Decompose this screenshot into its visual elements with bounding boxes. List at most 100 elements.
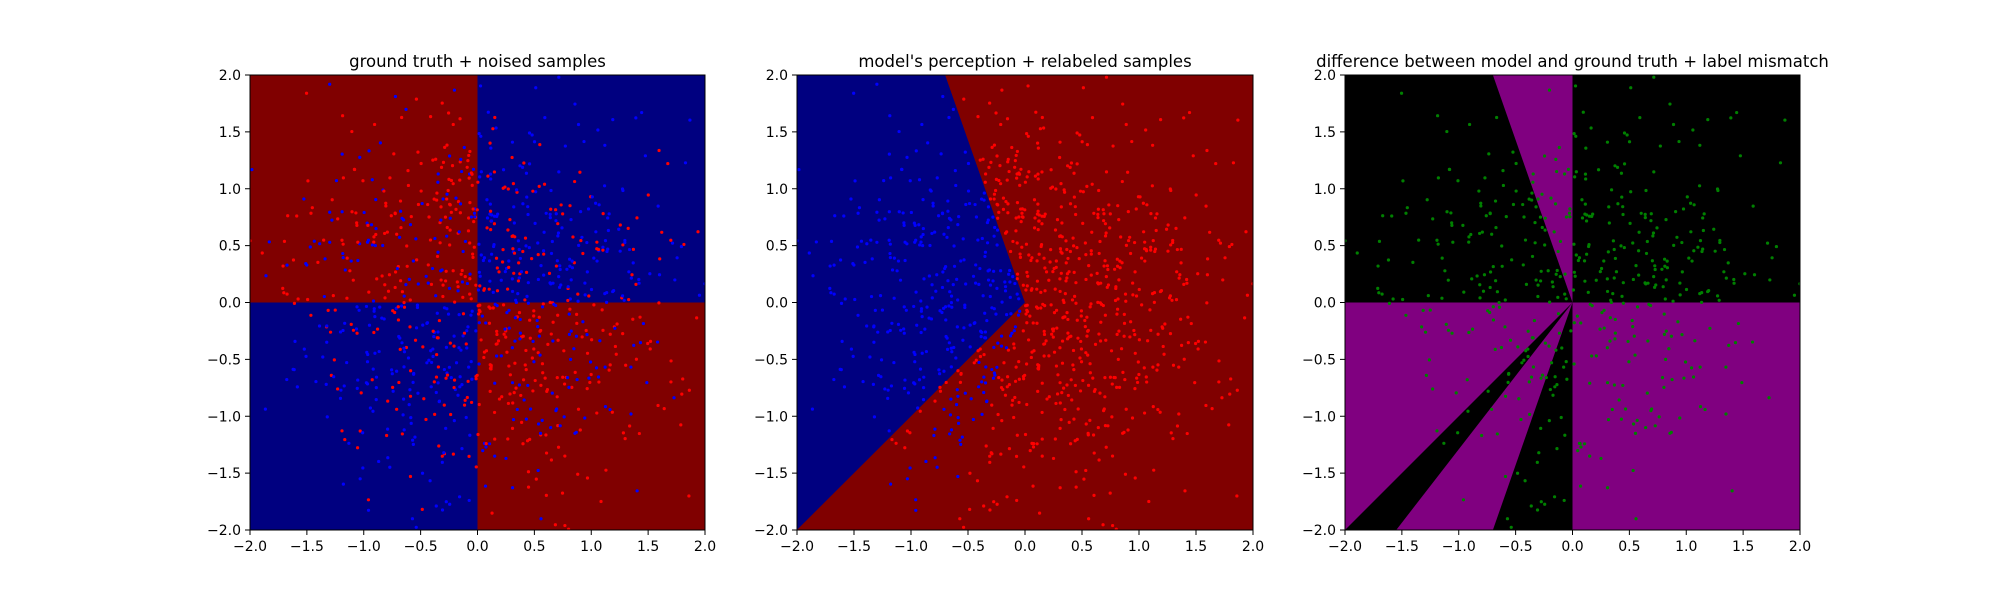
sample-point — [1553, 385, 1557, 389]
sample-point — [1699, 300, 1704, 304]
sample-point — [434, 390, 438, 395]
sample-point — [295, 214, 299, 218]
sample-point — [842, 214, 846, 218]
sample-point — [1171, 240, 1175, 245]
sample-point — [1612, 247, 1616, 252]
sample-point — [986, 218, 990, 222]
sample-point — [1059, 418, 1063, 422]
sample-point — [458, 385, 462, 389]
sample-point — [1494, 279, 1498, 283]
sample-point — [521, 334, 525, 338]
sample-point — [1087, 517, 1091, 521]
sample-point — [517, 247, 521, 252]
sample-point — [1708, 326, 1712, 330]
sample-point — [540, 305, 545, 309]
sample-point — [466, 325, 470, 329]
sample-point — [920, 122, 924, 127]
sample-point — [892, 360, 896, 365]
sample-point — [562, 349, 566, 353]
sample-point — [1018, 309, 1022, 313]
sample-point — [420, 507, 424, 511]
sample-point — [453, 300, 457, 304]
sample-point — [940, 212, 945, 216]
sample-point — [1074, 212, 1078, 217]
sample-point — [978, 354, 983, 359]
sample-point — [518, 317, 522, 322]
sample-point — [456, 199, 461, 204]
sample-point — [1670, 377, 1674, 382]
sample-point — [950, 350, 954, 354]
sample-point — [406, 183, 410, 188]
sample-point — [467, 153, 471, 158]
sample-point — [1123, 292, 1128, 296]
sample-point — [978, 266, 982, 271]
sample-point — [1022, 377, 1026, 381]
sample-point — [328, 240, 332, 244]
sample-point — [558, 424, 562, 428]
sample-point — [1210, 407, 1214, 411]
sample-point — [1538, 215, 1543, 219]
sample-point — [526, 212, 530, 217]
sample-point — [876, 330, 880, 334]
sample-point — [1635, 305, 1640, 309]
sample-point — [1049, 168, 1053, 172]
sample-point — [1206, 257, 1210, 261]
sample-point — [974, 263, 978, 267]
sample-point — [340, 238, 344, 242]
sample-point — [615, 322, 619, 326]
sample-point — [1015, 176, 1019, 180]
sample-point — [908, 179, 912, 183]
sample-point — [1600, 311, 1604, 315]
sample-point — [1461, 498, 1466, 502]
sample-point — [1590, 214, 1594, 219]
sample-point — [457, 230, 461, 234]
sample-point — [933, 230, 937, 234]
sample-point — [889, 176, 893, 180]
sample-point — [444, 426, 448, 430]
sample-point — [930, 283, 934, 287]
sample-point — [1589, 126, 1593, 130]
sample-point — [442, 306, 447, 310]
sample-point — [501, 168, 506, 172]
sample-point — [424, 274, 428, 278]
sample-point — [903, 446, 907, 450]
sample-point — [553, 523, 557, 527]
sample-point — [914, 238, 918, 242]
sample-point — [550, 391, 554, 395]
sample-point — [1000, 418, 1004, 423]
sample-point — [515, 190, 519, 194]
sample-point — [409, 369, 413, 373]
sample-point — [1507, 372, 1511, 376]
sample-point — [1072, 270, 1076, 274]
sample-point — [1605, 277, 1609, 281]
sample-point — [401, 413, 405, 417]
sample-point — [906, 391, 911, 395]
x-tick-label: 1.5 — [1732, 539, 1754, 555]
sample-point — [1550, 280, 1554, 284]
x-tick-label: −0.5 — [404, 539, 438, 555]
sample-point — [263, 407, 267, 411]
sample-point — [1701, 228, 1705, 233]
sample-point — [887, 210, 891, 214]
sample-point — [536, 253, 540, 257]
sample-point — [985, 318, 989, 323]
sample-point — [983, 250, 988, 254]
sample-point — [474, 465, 478, 469]
sample-point — [1649, 212, 1653, 216]
sample-point — [594, 201, 598, 205]
sample-point — [1054, 401, 1058, 406]
sample-point — [1535, 460, 1539, 464]
sample-point — [462, 403, 467, 407]
sample-point — [640, 110, 644, 115]
sample-point — [1444, 322, 1448, 326]
sample-point — [1043, 342, 1047, 346]
sample-point — [567, 312, 571, 316]
sample-point — [322, 238, 326, 242]
sample-point — [1456, 431, 1460, 435]
sample-point — [358, 155, 362, 159]
sample-point — [532, 347, 536, 351]
sample-point — [1096, 216, 1100, 220]
sample-point — [356, 240, 360, 244]
sample-point — [594, 366, 599, 370]
sample-point — [1479, 204, 1483, 208]
